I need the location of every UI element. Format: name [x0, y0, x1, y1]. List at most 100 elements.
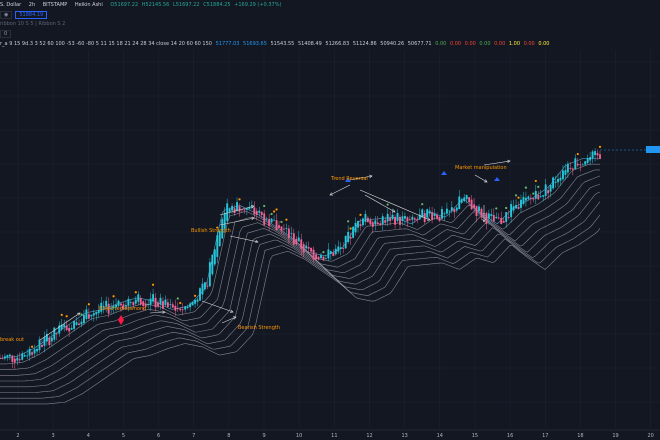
candle-body: [411, 216, 414, 220]
annotation-label[interactable]: Bullish Strength: [191, 228, 231, 234]
candle-body: [379, 223, 382, 226]
candle-body: [589, 157, 592, 161]
candle-body: [384, 220, 387, 223]
indicator-row-ribbon[interactable]: r_a 9 15 9d.3 3 52 60 100 -53 -60 -80 5 …: [0, 41, 551, 47]
signal-dot: [532, 192, 535, 195]
signal-dot: [65, 315, 68, 318]
candle-body: [487, 213, 490, 219]
price-pill[interactable]: 51884.19: [15, 11, 48, 19]
indicator-row-faded[interactable]: ribbon 10 S 5 | Ribbon S 2: [0, 21, 66, 27]
candle-body: [124, 305, 127, 307]
candle-body: [406, 217, 409, 222]
candle-body: [50, 337, 53, 342]
chart-style-label[interactable]: Heikin Ashi: [74, 2, 103, 8]
candle-body: [366, 217, 369, 223]
symbol-title[interactable]: S. Dollar: [0, 2, 22, 8]
candle-body: [6, 355, 9, 358]
candle-body: [292, 233, 295, 245]
ohlc-close: C51884.25: [203, 2, 231, 8]
annotation-label[interactable]: Trend Reversal: [330, 176, 368, 182]
ribbon-value: 51408.49: [297, 41, 322, 47]
candle-body: [107, 303, 110, 314]
candle-body: [248, 207, 251, 209]
ribbon-value: 50940.26: [380, 41, 405, 47]
candle-body: [90, 314, 93, 317]
candle-body: [334, 248, 337, 255]
candle-body: [127, 298, 130, 306]
candle-body: [517, 206, 520, 209]
visibility-eye-icon[interactable]: ◉: [0, 11, 13, 19]
candle-body: [416, 219, 419, 221]
time-axis[interactable]: 2 3 4 5 6 7 8 9 10 11 12 13 14 15 16 17 18 19 20: [16, 433, 653, 439]
candle-body: [542, 195, 545, 197]
ribbon-value: 51777.03: [215, 41, 240, 47]
candle-body: [527, 196, 530, 200]
signal-dot: [238, 198, 241, 201]
candle-body: [403, 216, 406, 219]
candle-body: [399, 216, 401, 225]
time-tick-label: 5: [122, 433, 125, 439]
candle-body: [1, 358, 4, 360]
signal-dot: [576, 152, 579, 156]
candle-body: [396, 213, 399, 221]
candle-body: [115, 304, 117, 308]
time-tick-label: 9: [262, 433, 265, 439]
candle-body: [534, 191, 537, 199]
signal-flag: 0.00: [538, 41, 550, 47]
candle-body: [265, 218, 268, 220]
ohlc-high: H52145.56: [141, 2, 170, 8]
signal-dot: [263, 204, 266, 208]
candle-body: [171, 304, 174, 308]
up-triangle-icon: [345, 178, 351, 182]
candle-body: [21, 353, 24, 360]
candle-body: [455, 207, 458, 211]
annotation-label[interactable]: Blood red diamond: [99, 306, 146, 312]
candle-body: [327, 249, 330, 259]
arrow-line: [474, 174, 488, 183]
candle-body: [386, 213, 389, 222]
candle-body: [445, 208, 448, 214]
candle-body: [436, 214, 438, 219]
candle-body: [283, 228, 285, 230]
candle-body: [310, 247, 313, 252]
candle-body: [529, 197, 532, 199]
candle-body: [176, 308, 179, 310]
ribbon-line: [0, 228, 601, 405]
signal-dot: [514, 194, 518, 197]
candle-body: [547, 190, 550, 194]
interval-label[interactable]: 2h: [28, 2, 36, 8]
ma-ribbon: [0, 158, 601, 405]
annotation-arrows: [39, 159, 511, 341]
candle-body: [63, 324, 66, 328]
time-tick-label: 19: [612, 433, 618, 439]
time-tick-label: 11: [331, 433, 337, 439]
annotation-label[interactable]: Market manipulation: [455, 165, 507, 171]
candle-body: [73, 321, 76, 329]
candle-body: [268, 218, 271, 227]
annotation-label[interactable]: break out: [0, 337, 24, 343]
arrow-line: [359, 189, 431, 221]
candle-body: [421, 209, 424, 218]
arrow-head-icon: [391, 209, 396, 213]
candles: [0, 147, 601, 369]
arrow-head-icon: [329, 192, 334, 196]
time-tick-label: 14: [437, 433, 443, 439]
candle-body: [322, 256, 325, 261]
candle-body: [28, 348, 31, 356]
indicator-row-zero[interactable]: 0: [0, 30, 14, 38]
arrow-line: [329, 184, 351, 196]
signal-dot: [349, 227, 352, 230]
annotation-label[interactable]: Bearish Strength: [238, 325, 280, 331]
candle-body: [278, 225, 280, 228]
candle-body: [213, 249, 216, 265]
arrow-head-icon: [232, 316, 237, 320]
candle-body: [497, 217, 500, 219]
candle-body: [295, 238, 298, 245]
candle-body: [238, 206, 241, 212]
candle-body: [174, 305, 177, 311]
candle-body: [3, 356, 6, 359]
signal-dot: [280, 220, 283, 224]
candle-body: [236, 202, 238, 211]
candle-body: [544, 184, 547, 196]
